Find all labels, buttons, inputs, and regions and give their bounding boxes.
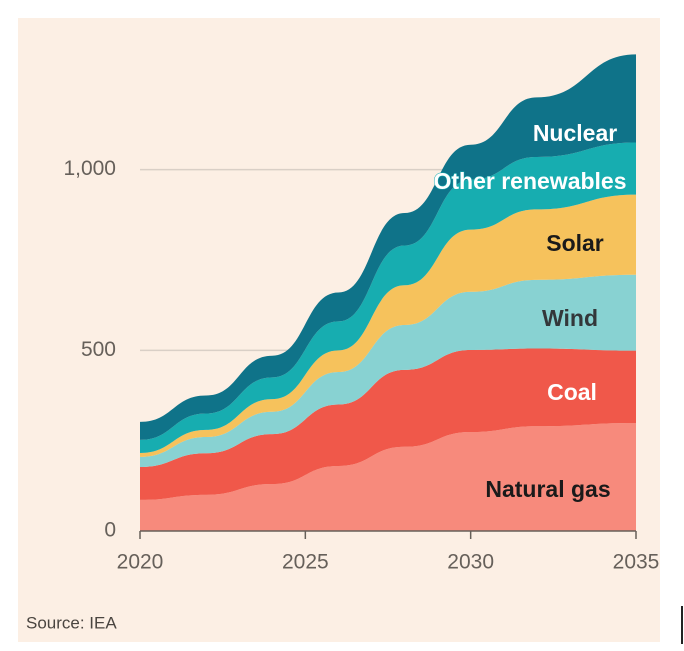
area	[140, 274, 636, 468]
y-tick-label: 500	[81, 338, 116, 361]
x-tick-label: 2035	[613, 551, 660, 574]
y-tick-label: 0	[104, 519, 116, 542]
x-tick-label: 2020	[117, 551, 164, 574]
series-label: Natural gas	[485, 476, 610, 502]
series-label: Nuclear	[533, 120, 617, 146]
series-label: Coal	[547, 379, 597, 405]
series-label: Wind	[542, 305, 598, 331]
x-tick-label: 2030	[447, 551, 494, 574]
area	[140, 54, 636, 440]
area	[140, 348, 636, 500]
area	[140, 422, 636, 531]
y-tick-label: 1,000	[63, 157, 116, 180]
series-label: Solar	[546, 230, 604, 256]
x-tick-label: 2025	[282, 551, 329, 574]
area	[140, 142, 636, 453]
source-note: Source: IEA	[26, 613, 117, 632]
series-label: Other renewables	[433, 168, 626, 194]
area	[140, 194, 636, 457]
